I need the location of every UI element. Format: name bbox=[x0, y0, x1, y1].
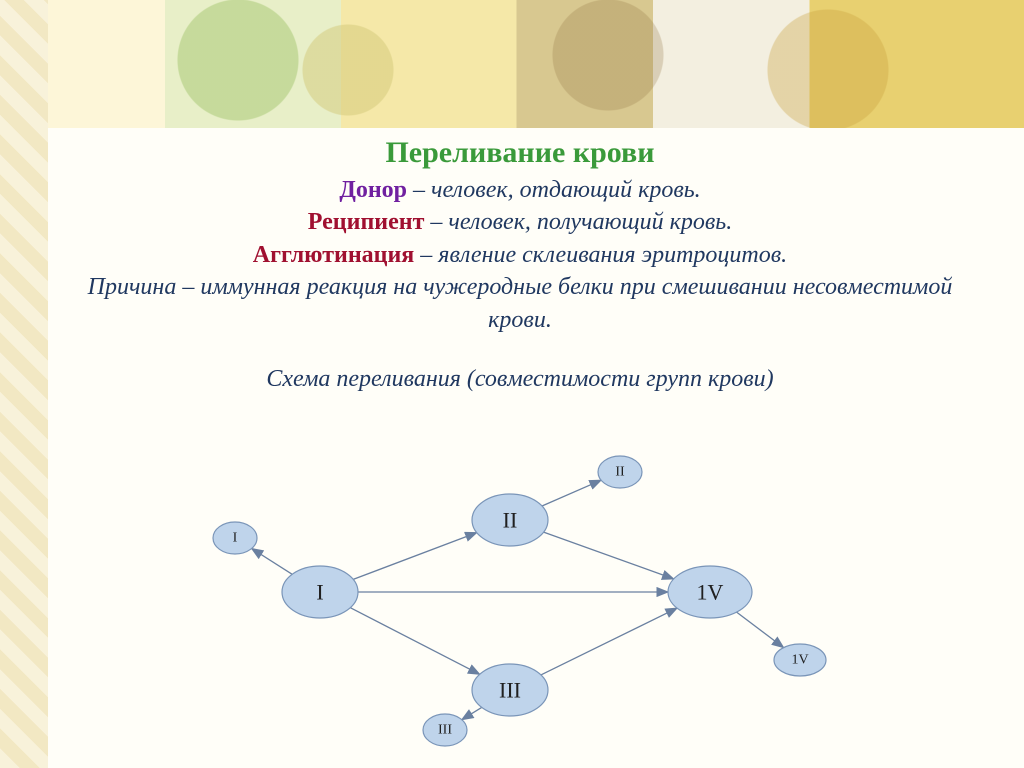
scheme-subtitle: Схема переливания (совместимости групп к… bbox=[60, 366, 980, 393]
slide-title: Переливание крови bbox=[60, 136, 980, 170]
donor-term: Донор bbox=[339, 177, 407, 203]
node-II: II bbox=[472, 494, 548, 546]
edge-I-II bbox=[353, 533, 477, 580]
edge-I-I_s bbox=[252, 549, 293, 575]
node-IV: 1V bbox=[668, 566, 752, 618]
edges-layer bbox=[252, 480, 784, 720]
nodes-layer: IIIIII1VIIIIII1V bbox=[213, 456, 826, 746]
recipient-line: Реципиент – человек, получающий кровь. bbox=[60, 206, 980, 238]
node-III_s: III bbox=[423, 714, 467, 746]
border-left-deco bbox=[0, 0, 48, 768]
agglut-term: Агглютинация bbox=[253, 242, 414, 268]
node-IV_s: 1V bbox=[774, 644, 826, 676]
agglut-line: Агглютинация – явление склеивания эритро… bbox=[60, 239, 980, 271]
cause-line: Причина – иммунная реакция на чужеродные… bbox=[60, 271, 980, 336]
recipient-term: Реципиент bbox=[308, 209, 425, 235]
banner-deco bbox=[48, 0, 1024, 128]
node-I: I bbox=[282, 566, 358, 618]
edge-III-III_s bbox=[462, 707, 482, 719]
node-II_s: II bbox=[598, 456, 642, 488]
node-label-I_s: I bbox=[233, 531, 238, 546]
node-label-II: II bbox=[503, 508, 518, 533]
edge-III-IV bbox=[541, 608, 677, 675]
slide: Переливание крови Донор – человек, отдаю… bbox=[0, 0, 1024, 768]
node-label-I: I bbox=[316, 580, 323, 605]
donor-def: – человек, отдающий кровь. bbox=[407, 177, 701, 203]
edge-I-III bbox=[350, 608, 479, 675]
node-I_s: I bbox=[213, 522, 257, 554]
donor-line: Донор – человек, отдающий кровь. bbox=[60, 174, 980, 206]
edge-IV-IV_s bbox=[737, 612, 784, 648]
node-III: III bbox=[472, 664, 548, 716]
content-block: Переливание крови Донор – человек, отдаю… bbox=[60, 136, 980, 393]
agglut-def: – явление склеивания эритроцитов. bbox=[414, 242, 787, 268]
node-label-IV: 1V bbox=[697, 580, 724, 605]
node-label-III_s: III bbox=[438, 723, 452, 738]
node-label-III: III bbox=[499, 678, 521, 703]
node-label-II_s: II bbox=[615, 465, 625, 480]
edge-II-IV bbox=[544, 532, 674, 579]
recipient-def: – человек, получающий кровь. bbox=[424, 209, 732, 235]
node-label-IV_s: 1V bbox=[791, 653, 808, 668]
edge-II-II_s bbox=[542, 480, 601, 506]
